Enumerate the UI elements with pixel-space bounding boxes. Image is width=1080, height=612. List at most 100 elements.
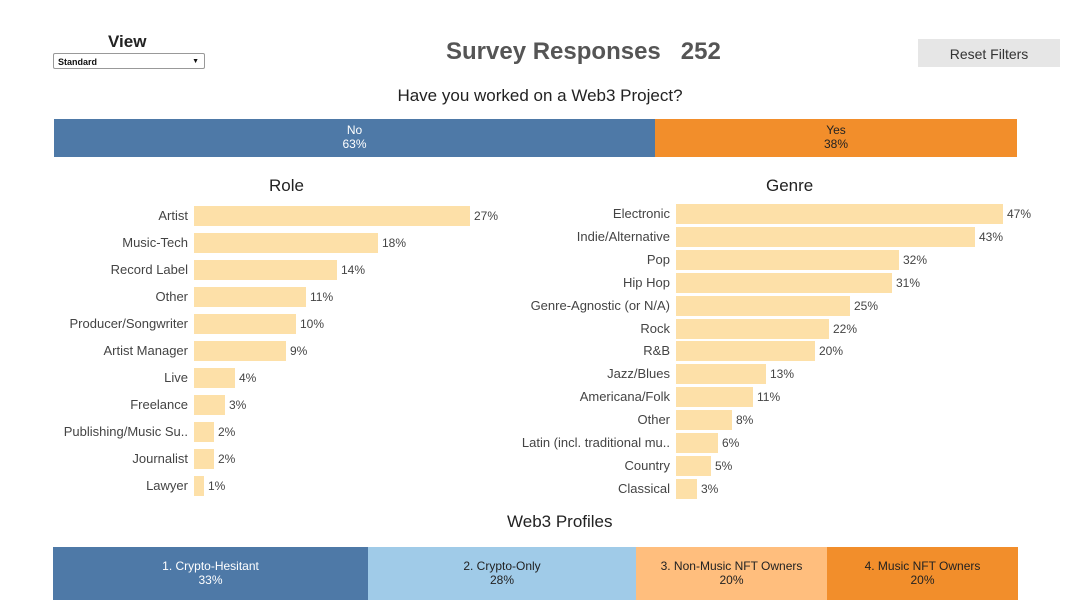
genre-row[interactable]: R&B 20% (0, 341, 1043, 362)
role-row[interactable]: Producer/Songwriter 10% (0, 314, 510, 334)
genre-label: Indie/Alternative (576, 228, 670, 244)
role-row[interactable]: Other 11% (0, 287, 510, 307)
genre-label: Electronic (612, 206, 670, 221)
role-bar-chart: Artist 27% Music-Tech 18% Record Label 14% Oth… (0, 206, 510, 503)
role-bar[interactable] (194, 368, 235, 388)
web3-segment-percent: 63% (342, 137, 367, 151)
role-value-label: 14% (341, 263, 366, 277)
genre-value-label: 6% (722, 436, 740, 450)
role-bar[interactable] (194, 287, 306, 307)
role-bar[interactable] (194, 449, 214, 469)
role-row[interactable]: Journalist 2% (0, 449, 510, 469)
role-value-label: 27% (474, 209, 499, 223)
role-value-label: 18% (382, 236, 407, 250)
role-row[interactable]: Publishing/Music Su.. 2% (0, 422, 510, 442)
genre-row[interactable]: Country 5% (0, 455, 1043, 476)
genre-bar[interactable] (676, 226, 975, 247)
genre-value-label: 5% (715, 458, 733, 473)
genre-bar[interactable] (676, 272, 892, 293)
role-bar[interactable] (194, 476, 204, 496)
role-value-label: 1% (208, 479, 226, 493)
role-bar[interactable] (194, 206, 470, 226)
role-chart-title: Role (269, 176, 304, 195)
genre-label: Jazz/Blues (607, 366, 670, 382)
web3-segment-label: Yes (826, 123, 846, 137)
genre-label: Latin (incl. traditional mu.. (521, 435, 670, 450)
role-label: Live (164, 370, 188, 385)
profile-segment-percent: 33% (198, 573, 223, 587)
genre-label: Hip Hop (623, 274, 670, 290)
role-row[interactable]: Artist 27% (0, 206, 510, 226)
genre-label: Country (624, 457, 670, 473)
genre-bar[interactable] (676, 249, 899, 270)
web3-stacked-bar: No 63% Yes 38% (54, 119, 1017, 157)
profile-segment[interactable]: 1. Crypto-Hesitant 33% (53, 547, 368, 600)
genre-row[interactable]: Latin (incl. traditional mu.. 6% (0, 433, 1043, 453)
genre-row[interactable]: Indie/Alternative 43% (0, 226, 1043, 247)
role-bar[interactable] (194, 260, 337, 280)
role-label: Lawyer (146, 478, 188, 493)
profile-segment-percent: 20% (719, 573, 744, 587)
role-bar[interactable] (194, 341, 286, 361)
genre-value-label: 22% (833, 321, 858, 336)
genre-bar[interactable] (676, 318, 829, 339)
web3-segment[interactable]: No 63% (54, 119, 655, 157)
profile-segment[interactable]: 3. Non-Music NFT Owners 20% (636, 547, 827, 600)
role-value-label: 10% (300, 317, 325, 331)
genre-row[interactable]: Jazz/Blues 13% (0, 364, 1043, 385)
reset-filters-button[interactable]: Reset Filters (918, 39, 1060, 67)
role-label: Other (155, 289, 188, 304)
genre-bar[interactable] (676, 387, 753, 408)
role-bar[interactable] (194, 422, 214, 442)
genre-row[interactable]: Americana/Folk 11% (0, 387, 1043, 408)
role-label: Artist (158, 208, 188, 223)
genre-label: Americana/Folk (579, 389, 670, 405)
genre-value-label: 8% (736, 413, 754, 428)
role-value-label: 11% (310, 290, 334, 304)
profile-segment-label: 4. Music NFT Owners (864, 559, 981, 573)
role-bar[interactable] (194, 233, 378, 253)
profile-segment[interactable]: 2. Crypto-Only 28% (368, 547, 636, 600)
profile-segment-percent: 20% (910, 573, 935, 587)
genre-row[interactable]: Classical 3% (0, 478, 1043, 499)
role-row[interactable]: Record Label 14% (0, 260, 510, 280)
genre-bar[interactable] (676, 364, 766, 385)
genre-bar[interactable] (676, 433, 718, 453)
role-value-label: 9% (290, 344, 308, 358)
genre-bar[interactable] (676, 478, 697, 499)
role-value-label: 2% (218, 425, 236, 439)
genre-bar[interactable] (676, 204, 1003, 224)
role-row[interactable]: Freelance 3% (0, 395, 510, 415)
role-value-label: 3% (229, 398, 247, 412)
genre-row[interactable]: Hip Hop 31% (0, 272, 1043, 293)
role-row[interactable]: Lawyer 1% (0, 476, 510, 496)
genre-bar[interactable] (676, 455, 711, 476)
role-row[interactable]: Music-Tech 18% (0, 233, 510, 253)
role-row[interactable]: Artist Manager 9% (0, 341, 510, 361)
genre-value-label: 47% (1007, 207, 1032, 221)
genre-row[interactable]: Pop 32% (0, 249, 1043, 270)
genre-value-label: 32% (903, 252, 928, 267)
genre-value-label: 20% (819, 344, 844, 359)
genre-bar[interactable] (676, 295, 850, 316)
profile-segment[interactable]: 4. Music NFT Owners 20% (827, 547, 1018, 600)
role-row[interactable]: Live 4% (0, 368, 510, 388)
profiles-chart-title: Web3 Profiles (507, 512, 613, 531)
genre-row[interactable]: Electronic 47% (0, 204, 1043, 224)
role-bar[interactable] (194, 395, 225, 415)
web3-segment-percent: 38% (823, 137, 849, 151)
genre-bar[interactable] (676, 410, 732, 431)
role-bar[interactable] (194, 314, 296, 334)
genre-row[interactable]: Rock 22% (0, 318, 1043, 339)
web3-segment-label: No (346, 123, 363, 137)
genre-label: Genre-Agnostic (or N/A) (530, 297, 670, 313)
genre-row[interactable]: Other 8% (0, 410, 1043, 431)
genre-bar[interactable] (676, 341, 815, 362)
web3-question-title: Have you worked on a Web3 Project? (397, 86, 683, 105)
view-dropdown[interactable]: Standard ▼ (53, 53, 205, 69)
genre-row[interactable]: Genre-Agnostic (or N/A) 25% (0, 295, 1043, 316)
title-text: Survey Responses (446, 38, 661, 65)
web3-segment[interactable]: Yes 38% (655, 119, 1017, 157)
profile-segment-label: 3. Non-Music NFT Owners (660, 559, 803, 573)
role-label: Artist Manager (103, 343, 188, 358)
